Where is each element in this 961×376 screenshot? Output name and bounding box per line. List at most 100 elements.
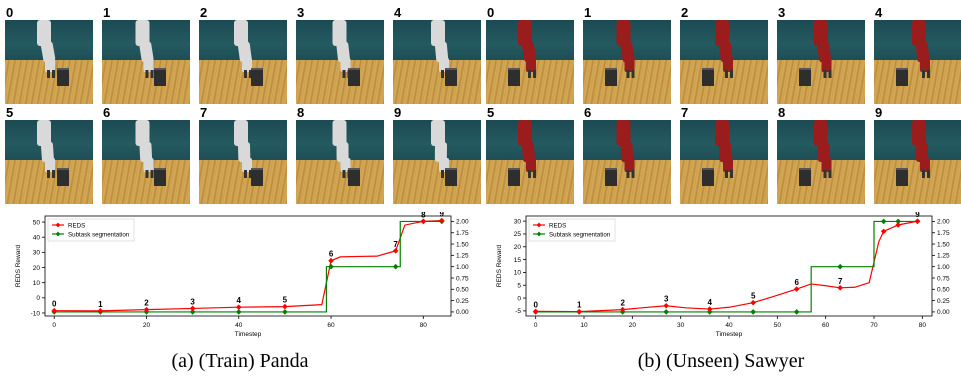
- robot-arm: [715, 120, 733, 178]
- frame-thumbnail: 0: [486, 6, 574, 104]
- subtask-point: [793, 309, 800, 315]
- legend: REDS Subtask segmentation: [528, 218, 616, 242]
- y2-tick-label: 1.75: [456, 230, 469, 237]
- reds-point: [189, 305, 196, 312]
- x-tick-label: 10: [580, 322, 588, 329]
- y2-tick-label: 1.25: [456, 253, 469, 260]
- legend-box: [528, 218, 616, 242]
- target-box: [605, 168, 617, 186]
- target-box: [508, 68, 520, 86]
- frame-thumbnail: 2: [680, 6, 768, 104]
- y-tick-label: 10: [514, 270, 522, 277]
- x-tick-label: 80: [420, 322, 428, 329]
- y2-tick-label: 0.50: [456, 287, 469, 294]
- subtask-point: [895, 218, 901, 225]
- y2-tick-label: 1.00: [456, 264, 469, 271]
- target-box: [508, 168, 520, 186]
- target-box: [445, 68, 457, 86]
- target-box: [702, 68, 714, 86]
- robot-arm: [616, 20, 635, 78]
- frame-thumbnail: 7: [199, 106, 287, 204]
- robot-arm: [431, 20, 449, 78]
- robot-arm: [518, 20, 537, 78]
- y-tick-label: 30: [33, 250, 41, 257]
- reds-point: [438, 217, 445, 224]
- x-axis-label: Timestep: [235, 331, 262, 338]
- y-tick-label: -5: [515, 308, 521, 315]
- x-tick-label: 60: [327, 322, 335, 329]
- target-box: [445, 168, 457, 186]
- y-tick-label: 10: [33, 280, 41, 287]
- y-tick-label: 30: [514, 218, 522, 225]
- frame-index-label: 1: [584, 6, 595, 20]
- frame-thumbnail: 6: [583, 106, 671, 204]
- subtask-point: [282, 309, 288, 315]
- reds-point: [619, 306, 626, 313]
- y2-tick-label: 1.25: [937, 253, 950, 260]
- subtask-point: [750, 309, 756, 315]
- frame-annotation: 5: [751, 292, 756, 301]
- legend: REDS Subtask segmentation: [47, 218, 135, 242]
- x-tick-label: 80: [919, 322, 927, 329]
- caption: (a) (Train) Panda: [171, 350, 309, 372]
- tabletop: [874, 60, 961, 104]
- frame-thumbnail: 2: [199, 6, 287, 104]
- x-tick-label: 30: [677, 322, 685, 329]
- frame-thumbnail: 5: [486, 106, 574, 204]
- target-box: [251, 168, 263, 186]
- frame-annotation: 9: [440, 212, 445, 219]
- reds-point: [576, 308, 582, 315]
- frame-index-label: 4: [394, 6, 405, 20]
- frame-index-label: 5: [6, 106, 17, 120]
- frame-index-label: 2: [681, 6, 692, 20]
- target-box: [896, 68, 908, 86]
- frame-annotation: 2: [620, 299, 625, 308]
- y-tick-label: 50: [33, 219, 41, 226]
- y-axis-label: REDS Reward: [496, 244, 503, 287]
- legend-label: Subtask segmentation: [68, 231, 130, 238]
- x-tick-label: 40: [725, 322, 733, 329]
- frame-annotation: 0: [52, 300, 57, 309]
- frame-index-label: 1: [103, 6, 114, 20]
- frame-index-label: 8: [297, 106, 308, 120]
- target-box: [57, 68, 69, 86]
- reds-point: [328, 257, 334, 264]
- robot-arm: [234, 120, 252, 178]
- y2-tick-label: 0.75: [937, 275, 950, 282]
- frame-annotation: 5: [283, 296, 288, 305]
- robot-arm: [332, 20, 351, 78]
- x-tick-label: 0: [534, 322, 538, 329]
- frame-annotation: 1: [577, 301, 582, 310]
- target-box: [799, 68, 811, 86]
- frame-thumbnail: 6: [102, 106, 190, 204]
- reds-point: [97, 308, 104, 314]
- reds-point: [420, 218, 427, 225]
- frame-annotation: 1: [98, 300, 103, 309]
- x-tick-label: 20: [629, 322, 637, 329]
- target-box: [896, 168, 908, 186]
- caption: (b) (Unseen) Sawyer: [637, 350, 805, 372]
- y2-tick-label: 0.25: [456, 298, 469, 305]
- y2-tick-label: 0.50: [937, 287, 950, 294]
- robot-arm: [616, 120, 635, 178]
- target-box: [154, 168, 166, 186]
- legend-label: REDS: [549, 222, 566, 229]
- frame-annotation: 3: [664, 295, 669, 304]
- frame-index-label: 9: [394, 106, 405, 120]
- frame-index-label: 5: [487, 106, 498, 120]
- reds-point: [282, 303, 288, 310]
- x-tick-label: 0: [52, 322, 56, 329]
- tabletop: [393, 160, 481, 204]
- frame-thumbnail: 7: [680, 106, 768, 204]
- robot-arm: [912, 20, 930, 78]
- frames-grid: 0 1 2 3 4 5 6 7 8 9: [5, 0, 481, 212]
- x-tick-label: 60: [822, 322, 830, 329]
- legend-label: Subtask segmentation: [549, 231, 611, 238]
- subtask-point: [663, 309, 669, 315]
- y-tick-label: 15: [514, 257, 522, 264]
- robot-arm: [518, 120, 536, 178]
- frame-index-label: 6: [584, 106, 595, 120]
- x-tick-label: 40: [235, 322, 243, 329]
- target-box: [702, 168, 714, 186]
